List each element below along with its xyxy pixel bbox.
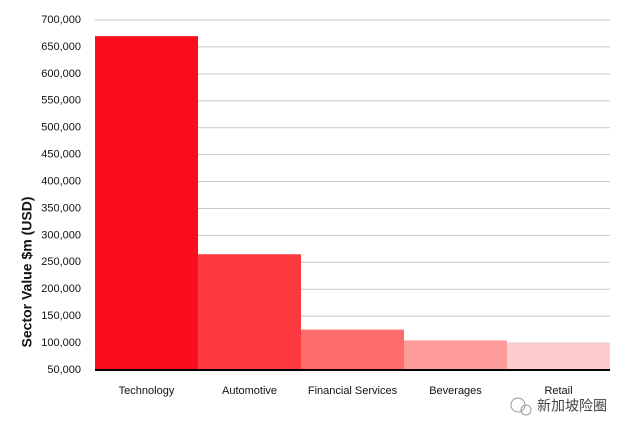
y-tick-label: 50,000 <box>47 364 81 376</box>
y-tick-label: 600,000 <box>41 68 81 80</box>
y-tick-label: 550,000 <box>41 95 81 107</box>
y-tick-label: 150,000 <box>41 310 81 322</box>
y-axis-label: Sector Value $m (USD) <box>19 197 35 348</box>
y-tick-label: 400,000 <box>41 175 81 187</box>
watermark: 新加坡险圈 <box>537 398 607 414</box>
y-tick-label: 450,000 <box>41 149 81 161</box>
y-tick-label: 300,000 <box>41 229 81 241</box>
bar <box>404 340 507 370</box>
x-tick-label: Beverages <box>429 385 482 397</box>
bar <box>301 329 404 370</box>
y-tick-label: 650,000 <box>41 41 81 53</box>
y-tick-label: 700,000 <box>41 14 81 26</box>
bar <box>95 36 198 371</box>
y-tick-label: 250,000 <box>41 256 81 268</box>
x-tick-label: Technology <box>119 385 175 397</box>
y-tick-label: 350,000 <box>41 202 81 214</box>
watermark-icon <box>510 397 532 416</box>
y-tick-label: 500,000 <box>41 122 81 134</box>
y-tick-label: 100,000 <box>41 337 81 349</box>
bar <box>507 343 610 370</box>
bar <box>198 254 301 370</box>
x-tick-label: Retail <box>544 385 572 397</box>
y-tick-label: 200,000 <box>41 283 81 295</box>
x-tick-label: Financial Services <box>308 385 398 397</box>
x-tick-label: Automotive <box>222 385 277 397</box>
